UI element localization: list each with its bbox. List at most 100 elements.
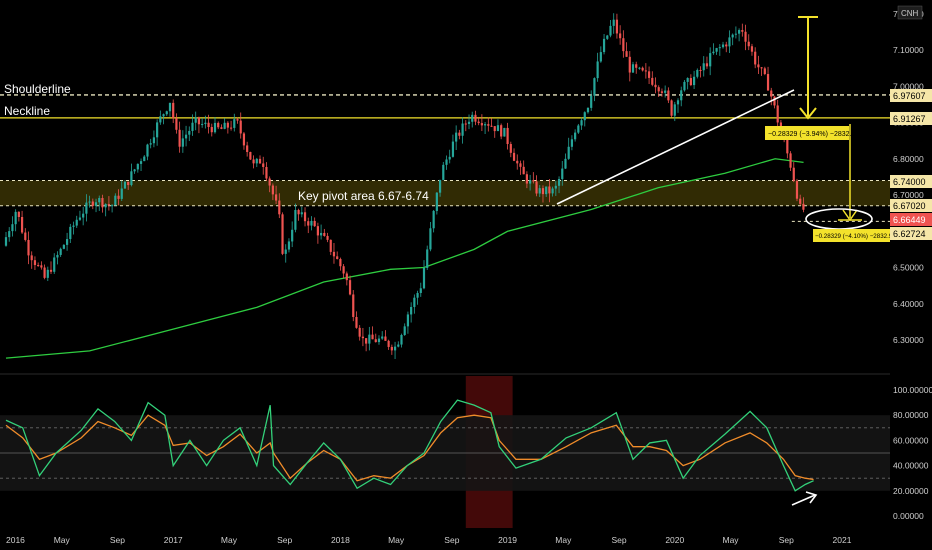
time-tick-label: May xyxy=(723,535,740,545)
white-arrow xyxy=(791,494,816,506)
candle-body xyxy=(27,239,30,256)
candle-body xyxy=(612,19,615,26)
candle-body xyxy=(673,104,676,116)
candle-body xyxy=(72,225,75,227)
candle-body xyxy=(20,216,24,233)
time-tick-label: May xyxy=(54,535,71,545)
candle-body xyxy=(223,122,226,129)
candle-body xyxy=(676,100,680,105)
candle-body xyxy=(657,87,660,92)
candle-body xyxy=(493,126,496,132)
candle-body xyxy=(509,144,512,153)
time-tick-label: 2021 xyxy=(833,535,852,545)
candle-body xyxy=(802,203,805,210)
time-tick-label: 2017 xyxy=(164,535,183,545)
candle-body xyxy=(252,159,255,164)
candle-body xyxy=(403,326,406,335)
symbol-badge[interactable]: CNH xyxy=(897,5,923,20)
candle-body xyxy=(734,33,737,35)
candle-body xyxy=(619,33,622,39)
candle-body xyxy=(641,67,644,71)
candle-body xyxy=(416,292,419,298)
candle-body xyxy=(287,241,291,250)
candle-body xyxy=(107,204,110,206)
candle-body xyxy=(374,339,377,343)
candle-body xyxy=(406,314,410,327)
candle-body xyxy=(664,90,667,93)
time-tick-label: May xyxy=(388,535,405,545)
candle-body xyxy=(65,239,69,245)
candle-body xyxy=(435,192,438,211)
candle-body xyxy=(586,107,590,113)
candle-body xyxy=(348,280,352,295)
candle-body xyxy=(281,214,284,254)
candle-body xyxy=(538,188,541,194)
candle-body xyxy=(705,63,709,67)
candle-body xyxy=(69,226,72,240)
candle-body xyxy=(78,217,82,220)
candle-body xyxy=(49,269,53,272)
candles-group xyxy=(4,13,805,359)
candle-body xyxy=(136,163,139,170)
candle-body xyxy=(239,120,242,134)
candle-body xyxy=(570,139,574,147)
candle-body xyxy=(702,63,705,71)
candle-body xyxy=(728,37,731,47)
candle-body xyxy=(184,134,188,139)
price-tag-pivot-low: 6.67020 xyxy=(890,199,932,212)
candle-body xyxy=(258,158,262,164)
svg-text:6.74000: 6.74000 xyxy=(893,177,926,187)
candle-body xyxy=(24,232,27,240)
candle-body xyxy=(210,127,213,133)
candle-body xyxy=(278,200,281,215)
candle-body xyxy=(56,254,59,258)
candle-body xyxy=(554,185,557,189)
candle-body xyxy=(393,346,397,351)
candle-body xyxy=(194,117,197,123)
candle-body xyxy=(448,156,451,160)
svg-text:6.91267: 6.91267 xyxy=(893,114,926,124)
candle-body xyxy=(500,125,503,137)
oscillator-axis: 0.00000 20.00000 40.00000 60.00000 80.00000 1… xyxy=(893,385,932,521)
candle-body xyxy=(342,266,345,274)
price-tick-label: 6.30000 xyxy=(893,335,924,345)
oscillator-tick-label: 0.00000 xyxy=(893,511,924,521)
candle-body xyxy=(442,164,445,180)
candle-body xyxy=(689,78,692,86)
candle-body xyxy=(226,122,229,128)
candle-body xyxy=(59,248,62,255)
trendline xyxy=(556,89,795,205)
time-tick-label: Sep xyxy=(444,535,459,545)
candle-body xyxy=(718,47,721,49)
candle-body xyxy=(490,125,493,127)
candle-body xyxy=(361,336,365,339)
candle-body xyxy=(188,130,191,135)
oscillator-series-line xyxy=(5,399,814,492)
measure-box-upper xyxy=(765,126,849,140)
candle-body xyxy=(98,197,101,203)
candle-body xyxy=(300,212,303,215)
candle-body xyxy=(46,269,49,278)
candle-body xyxy=(62,244,65,249)
candle-body xyxy=(725,44,728,47)
candle-body xyxy=(635,64,638,68)
time-tick-label: 2016 xyxy=(6,535,25,545)
candle-body xyxy=(551,188,554,194)
candle-body xyxy=(541,188,545,195)
candle-body xyxy=(471,114,474,122)
candle-body xyxy=(512,152,516,161)
measure-text-upper: −0.28329 (−3.94%) −2832.9 xyxy=(768,131,855,138)
candle-body xyxy=(307,221,310,226)
candle-body xyxy=(323,232,326,236)
candle-body xyxy=(152,137,156,144)
candle-body xyxy=(480,123,483,126)
candle-body xyxy=(255,158,258,164)
time-tick-label: 2018 xyxy=(331,535,350,545)
svg-text:CNH: CNH xyxy=(901,9,919,18)
candle-body xyxy=(168,102,172,112)
candle-body xyxy=(123,181,127,189)
candle-body xyxy=(763,68,766,75)
candle-body xyxy=(40,265,43,268)
candle-body xyxy=(458,132,461,136)
